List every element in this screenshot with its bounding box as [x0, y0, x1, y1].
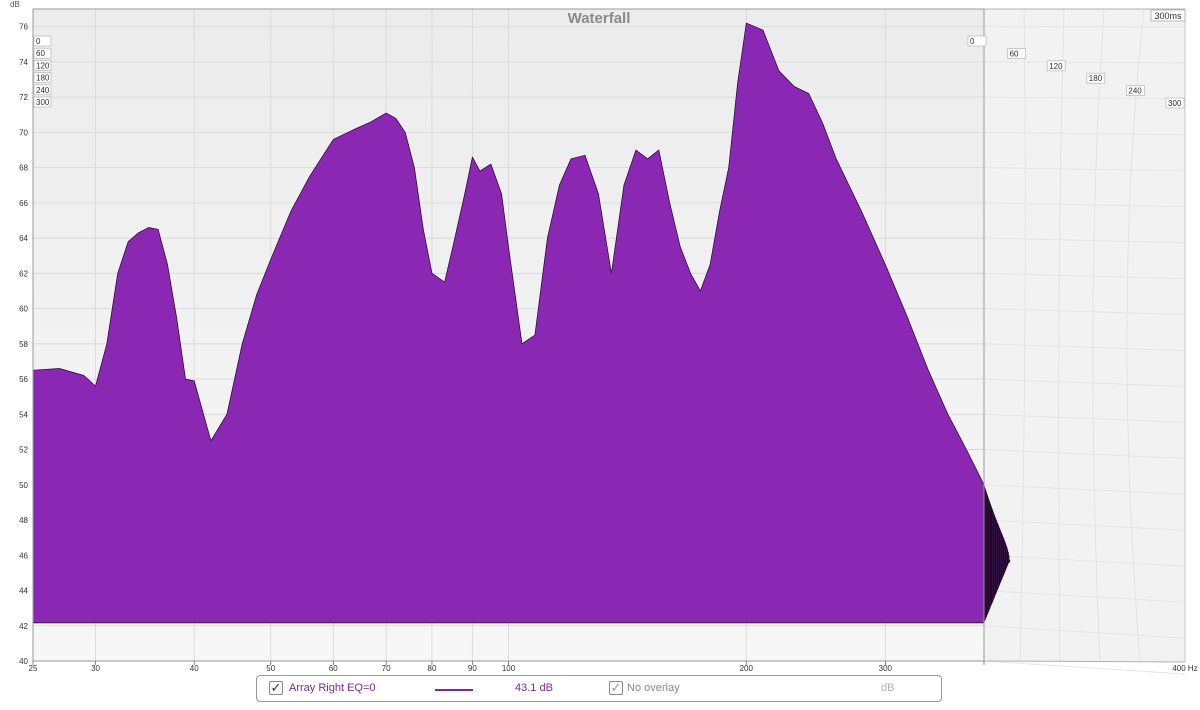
series-checkbox[interactable]: ✓ [269, 681, 283, 695]
x-tick-label: 40 [190, 664, 199, 673]
y-tick-label: 44 [19, 587, 28, 596]
depth-grid-line-y [984, 661, 1185, 674]
y-tick-label: 70 [19, 128, 28, 137]
time-tick-label-left: 120 [36, 61, 50, 70]
y-axis-label: dB [10, 0, 20, 9]
legend-bar: ✓ Array Right EQ=0 43.1 dB ✓ No overlay … [256, 675, 942, 702]
y-tick-label: 76 [19, 23, 28, 32]
time-tick-label-left: 0 [36, 37, 41, 46]
time-tick-label-right: 0 [970, 37, 975, 46]
chart-title: Waterfall [568, 10, 631, 27]
y-tick-label: 62 [19, 269, 28, 278]
time-tick-label-right: 240 [1128, 87, 1142, 96]
x-axis-ticks: 25 30 40 50 60 70 80 90 100 200 300 400 Hz [29, 661, 1198, 673]
series-name: Array Right EQ=0 [289, 681, 376, 695]
y-tick-label: 68 [19, 164, 28, 173]
y-tick-label: 52 [19, 446, 28, 455]
y-tick-label: 46 [19, 551, 28, 560]
time-tick-label-right: 180 [1089, 74, 1103, 83]
y-tick-label: 72 [19, 93, 28, 102]
time-max-badge: 300ms [1151, 10, 1185, 21]
overlay-label: No overlay [627, 681, 680, 695]
y-tick-label: 42 [19, 622, 28, 631]
time-max-label: 300ms [1154, 11, 1182, 21]
x-tick-label: 400 Hz [1172, 664, 1197, 673]
y-tick-label: 56 [19, 375, 28, 384]
series-line-swatch [435, 689, 473, 691]
y-tick-label: 50 [19, 481, 28, 490]
y-tick-label: 60 [19, 305, 28, 314]
legend-unit: dB [881, 681, 894, 695]
time-tick-label-left: 300 [36, 98, 50, 107]
depth-wall [984, 9, 1185, 662]
x-tick-label: 60 [329, 664, 338, 673]
x-tick-label: 100 [502, 664, 516, 673]
overlay-checkbox[interactable]: ✓ [609, 681, 623, 695]
y-tick-label: 40 [19, 657, 28, 666]
x-tick-label: 30 [91, 664, 100, 673]
x-tick-label: 70 [382, 664, 391, 673]
y-tick-label: 74 [19, 58, 28, 67]
y-tick-label: 66 [19, 199, 28, 208]
time-tick-label-left: 60 [36, 49, 45, 58]
y-axis-ticks: 40 42 44 46 48 50 52 54 56 58 60 62 64 66 68 70 72 74 76 [19, 23, 28, 666]
time-tick-label-right: 120 [1049, 62, 1063, 71]
time-tick-label-right: 300 [1168, 99, 1182, 108]
y-tick-label: 48 [19, 516, 28, 525]
x-tick-label: 200 [740, 664, 754, 673]
y-tick-label: 54 [19, 410, 28, 419]
time-tick-label-left: 240 [36, 86, 50, 95]
cursor-value: 43.1 dB [515, 681, 553, 695]
y-tick-label: 58 [19, 340, 28, 349]
time-tick-label-left: 180 [36, 74, 50, 83]
y-tick-label: 64 [19, 234, 28, 243]
x-tick-label: 90 [468, 664, 477, 673]
x-tick-label: 300 [879, 664, 893, 673]
x-tick-label: 50 [266, 664, 275, 673]
x-tick-label: 80 [428, 664, 437, 673]
time-tick-label-right: 60 [1010, 49, 1019, 58]
x-tick-label: 25 [29, 664, 38, 673]
